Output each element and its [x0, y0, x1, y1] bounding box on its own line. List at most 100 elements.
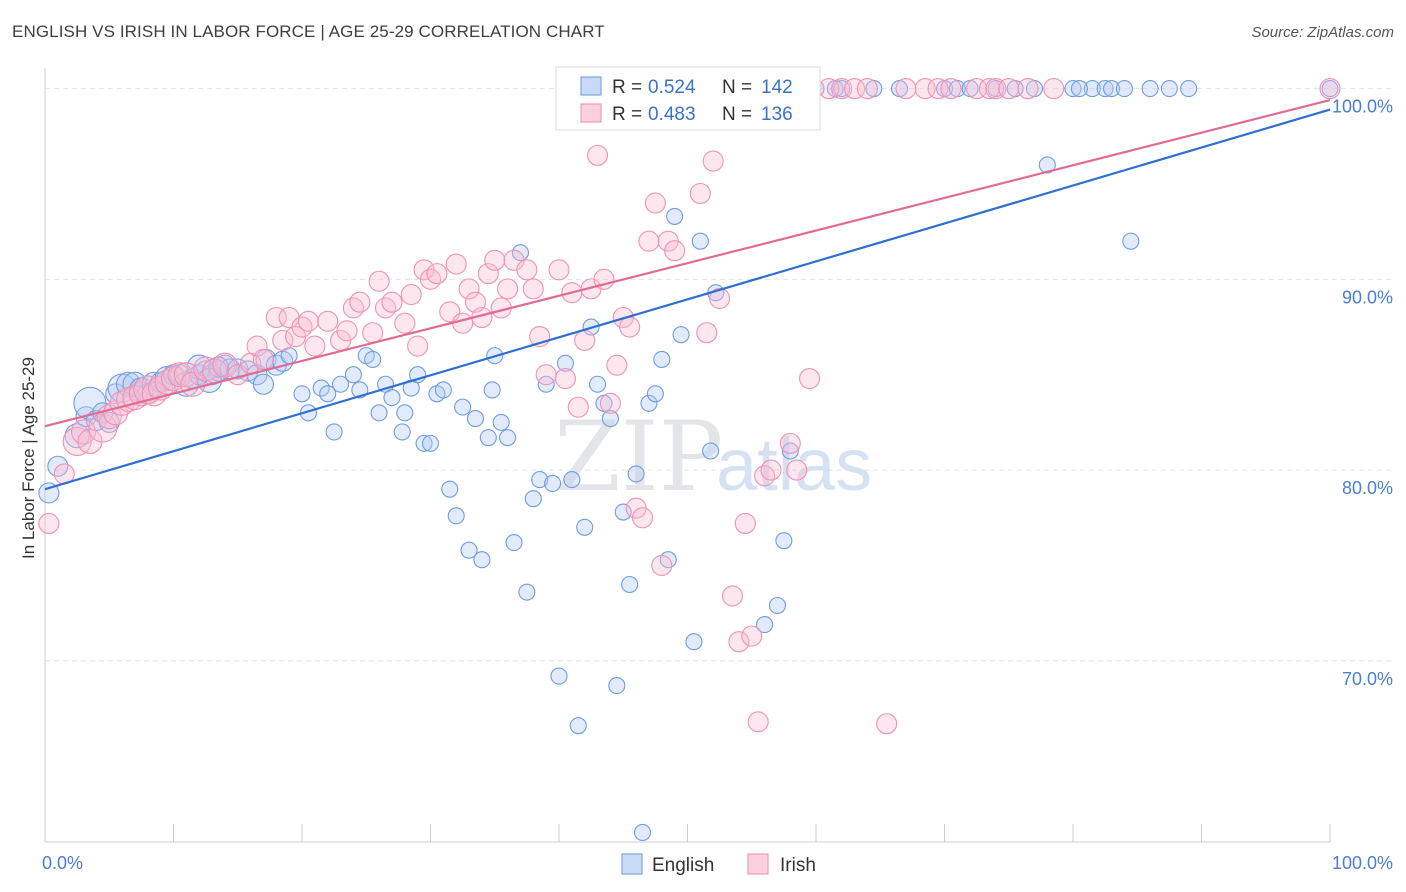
y-tick-label: 90.0% [1342, 287, 1393, 307]
legend-english-n-value: 142 [761, 77, 793, 98]
english-point [576, 518, 594, 536]
irish-point [522, 278, 544, 300]
irish-point [786, 459, 808, 481]
english-point [627, 465, 645, 483]
source-label: Source: ZipAtlas.com [1251, 24, 1394, 41]
english-point [383, 389, 401, 407]
english-point [454, 398, 472, 416]
irish-point [426, 263, 448, 285]
irish-point [843, 78, 866, 100]
irish-point [374, 297, 397, 319]
irish-point [978, 78, 1001, 100]
irish-point [484, 249, 506, 271]
english-point [492, 413, 510, 431]
irish-point [567, 396, 589, 418]
y-tick-label: 70.0% [1342, 669, 1393, 689]
legend-bottom-irish-swatch [747, 853, 769, 875]
irish-point [252, 348, 275, 370]
irish-point [799, 367, 821, 390]
english-point [252, 373, 275, 395]
english-point [588, 375, 607, 393]
irish-point [77, 428, 103, 455]
english-point [415, 434, 433, 452]
irish-point [167, 362, 193, 388]
english-point [344, 366, 362, 384]
irish-point [452, 312, 474, 334]
legend-bottom-english-label: English [652, 855, 714, 876]
english-point [524, 490, 542, 508]
english-point [1321, 80, 1339, 98]
english-point [702, 442, 720, 460]
legend-english-r-value: 0.524 [648, 77, 696, 98]
irish-point [619, 316, 641, 338]
watermark: ZIP atlas [554, 401, 872, 513]
irish-point [985, 78, 1007, 100]
irish-point [368, 270, 390, 292]
legend-series: English Irish [621, 853, 816, 876]
irish-point [709, 287, 731, 309]
irish-point [644, 192, 666, 214]
irish-point [606, 354, 628, 376]
irish-point [535, 364, 557, 386]
english-point [685, 633, 703, 651]
english-point [1070, 80, 1088, 98]
axes [44, 68, 1331, 843]
irish-point [856, 78, 878, 100]
english-point [1160, 80, 1178, 98]
english-point [447, 507, 465, 525]
legend-irish-r-label: R = [612, 104, 642, 125]
english-point [563, 471, 581, 489]
legend-bottom-irish-label: Irish [780, 855, 816, 876]
irish-point [734, 512, 756, 535]
english-point [1180, 80, 1198, 98]
chart-title: ENGLISH VS IRISH IN LABOR FORCE | AGE 25… [12, 22, 605, 41]
irish-point [914, 78, 936, 100]
y-tick-label: 80.0% [1342, 478, 1393, 498]
irish-point [362, 322, 384, 344]
irish-point [728, 631, 750, 653]
irish-point [1017, 78, 1039, 100]
irish-point [349, 291, 371, 313]
english-point [775, 532, 793, 550]
english-point [293, 385, 311, 403]
irish-point [651, 554, 673, 576]
english-point [1064, 80, 1082, 98]
irish-point [477, 263, 499, 285]
english-point [672, 326, 690, 344]
english-point [550, 667, 568, 685]
irish-point [593, 268, 615, 290]
irish-point [1319, 78, 1341, 100]
irish-point [689, 182, 711, 205]
english-point [331, 375, 350, 393]
irish-point [831, 78, 853, 100]
english-point [608, 677, 626, 695]
english-point [646, 385, 664, 403]
english-point [441, 480, 459, 498]
irish-point [419, 268, 442, 290]
english-point [1141, 80, 1159, 98]
irish-point [554, 367, 576, 390]
legend-english-n-label: N = [722, 77, 752, 98]
english-point [473, 551, 491, 569]
english-point [312, 379, 330, 397]
english-point [115, 371, 142, 397]
english-point [531, 471, 549, 489]
english-point [325, 423, 343, 441]
english-point [640, 394, 658, 412]
irish-point [297, 310, 319, 332]
english-point [1115, 80, 1133, 98]
trend-lines [44, 98, 1331, 491]
y-tick-label: 100.0% [1332, 97, 1393, 117]
irish-point [664, 240, 686, 262]
english-point [505, 534, 523, 552]
english-point [483, 381, 501, 399]
english-point [544, 474, 562, 492]
english-point [466, 410, 485, 428]
legend-irish-n-label: N = [722, 104, 752, 125]
irish-point [876, 713, 898, 735]
english-point [518, 583, 536, 601]
english-point [479, 429, 497, 447]
irish-point [779, 432, 801, 454]
irish-point [193, 356, 219, 382]
irish-point [548, 259, 570, 281]
